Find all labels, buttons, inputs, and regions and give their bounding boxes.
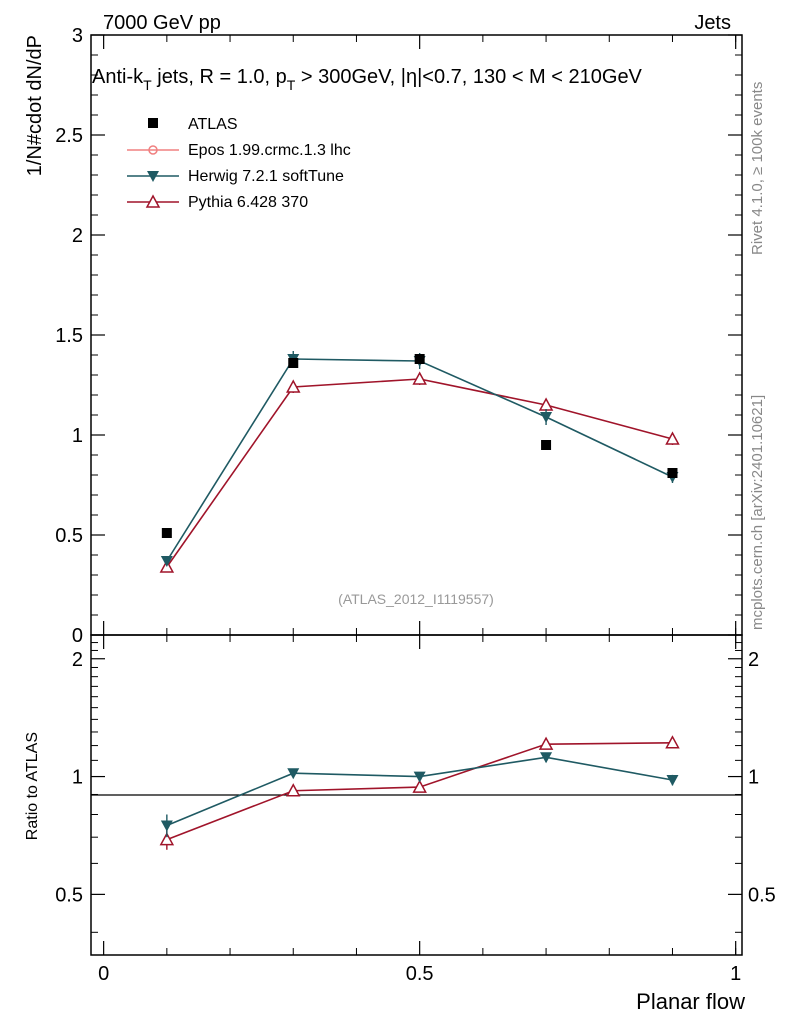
plot-title: Anti-kT jets, R = 1.0, pT > 300GeV, |η|<…: [92, 66, 643, 93]
ratio-y-ticks: 0.5 0.5 1 1 2 2: [55, 642, 776, 933]
legend-atlas-label: ATLAS: [188, 116, 238, 133]
y-axis-title: 1/N#cdot dN/dP: [24, 35, 46, 176]
mcplots-label: mcplots.cern.ch [arXiv:2401.10621]: [749, 395, 766, 630]
main-y-tick-label: 1.5: [55, 325, 83, 347]
main-y-tick-label: 0: [72, 625, 83, 647]
pythia-point: [285, 379, 301, 393]
ratio-herwig-point: [540, 752, 553, 764]
main-y-tick-label: 0.5: [55, 525, 83, 547]
ratio-herwig-point: [413, 771, 426, 783]
ratio-y-tick-label: 2: [72, 649, 83, 671]
x-tick-label: 1: [730, 963, 741, 985]
energy-label: 7000 GeV pp: [103, 12, 221, 34]
x-tick-label: 0: [98, 963, 109, 985]
ratio-pythia-point: [665, 735, 680, 749]
ratio-y-tick-label: 1: [72, 767, 83, 789]
main-series: [159, 351, 680, 573]
legend-epos-marker: [148, 145, 158, 155]
ratio-pythia-point: [538, 736, 554, 750]
ratio-pythia-point: [412, 779, 427, 793]
atlas-point: [161, 528, 172, 538]
ratio-herwig-point: [666, 774, 679, 786]
analysis-id: (ATLAS_2012_I1119557): [338, 591, 494, 607]
legend-pythia-label: Pythia 6.428 370: [188, 194, 308, 211]
atlas-point: [667, 468, 678, 478]
legend-pythia-marker: [145, 194, 161, 208]
ratio-herwig-point: [160, 820, 173, 832]
title-sub-t: T: [143, 77, 152, 93]
x-tick-label: 0.5: [406, 963, 434, 985]
title-sub-t2: T: [287, 77, 296, 93]
legend-epos-label: Epos 1.99.crmc.1.3 lhc: [188, 142, 351, 159]
title-prefix: Anti-k: [92, 66, 144, 88]
x-ticks: 0 0.5 1: [98, 35, 741, 985]
pythia-line: [166, 378, 673, 568]
ratio-y-axis-title: Ratio to ATLAS: [24, 732, 41, 840]
pythia-point: [412, 371, 427, 385]
ratio-y-tick-label: 0.5: [55, 884, 83, 906]
x-axis-title: Planar flow: [636, 989, 745, 1014]
main-y-ticks: 0 0.5 1 1.5 2 2.5 3: [55, 25, 742, 647]
legend-herwig-marker: [147, 171, 159, 182]
main-y-tick-label: 3: [72, 25, 83, 47]
title-suffix: > 300GeV, |η|<0.7, 130 < M < 210GeV: [295, 66, 642, 88]
main-y-tick-label: 2.5: [55, 125, 83, 147]
atlas-point: [414, 354, 425, 364]
legend-herwig-label: Herwig 7.2.1 softTune: [188, 168, 344, 185]
main-y-tick-label: 2: [72, 225, 83, 247]
ratio-pythia-point: [159, 832, 175, 846]
ratio-herwig-point: [287, 768, 300, 780]
pythia-point: [665, 431, 680, 445]
legend-atlas-marker: [148, 118, 158, 128]
atlas-point: [288, 358, 299, 368]
rivet-label: Rivet 4.1.0, ≥ 100k events: [749, 82, 766, 255]
title-mid: jets, R = 1.0, p: [152, 66, 287, 88]
herwig-point: [160, 556, 173, 567]
process-label: Jets: [694, 12, 731, 34]
main-y-tick-label: 1: [72, 425, 83, 447]
legend: ATLAS Epos 1.99.crmc.1.3 lhc Herwig 7.2.…: [127, 116, 351, 211]
ratio-y-tick-label-right: 2: [748, 649, 759, 671]
ratio-pythia-point: [285, 783, 301, 797]
atlas-point: [541, 440, 552, 450]
ratio-series: [159, 735, 680, 850]
ratio-y-tick-label-right: 1: [748, 767, 759, 789]
ratio-y-tick-label-right: 0.5: [748, 884, 776, 906]
herwig-point: [540, 412, 553, 423]
